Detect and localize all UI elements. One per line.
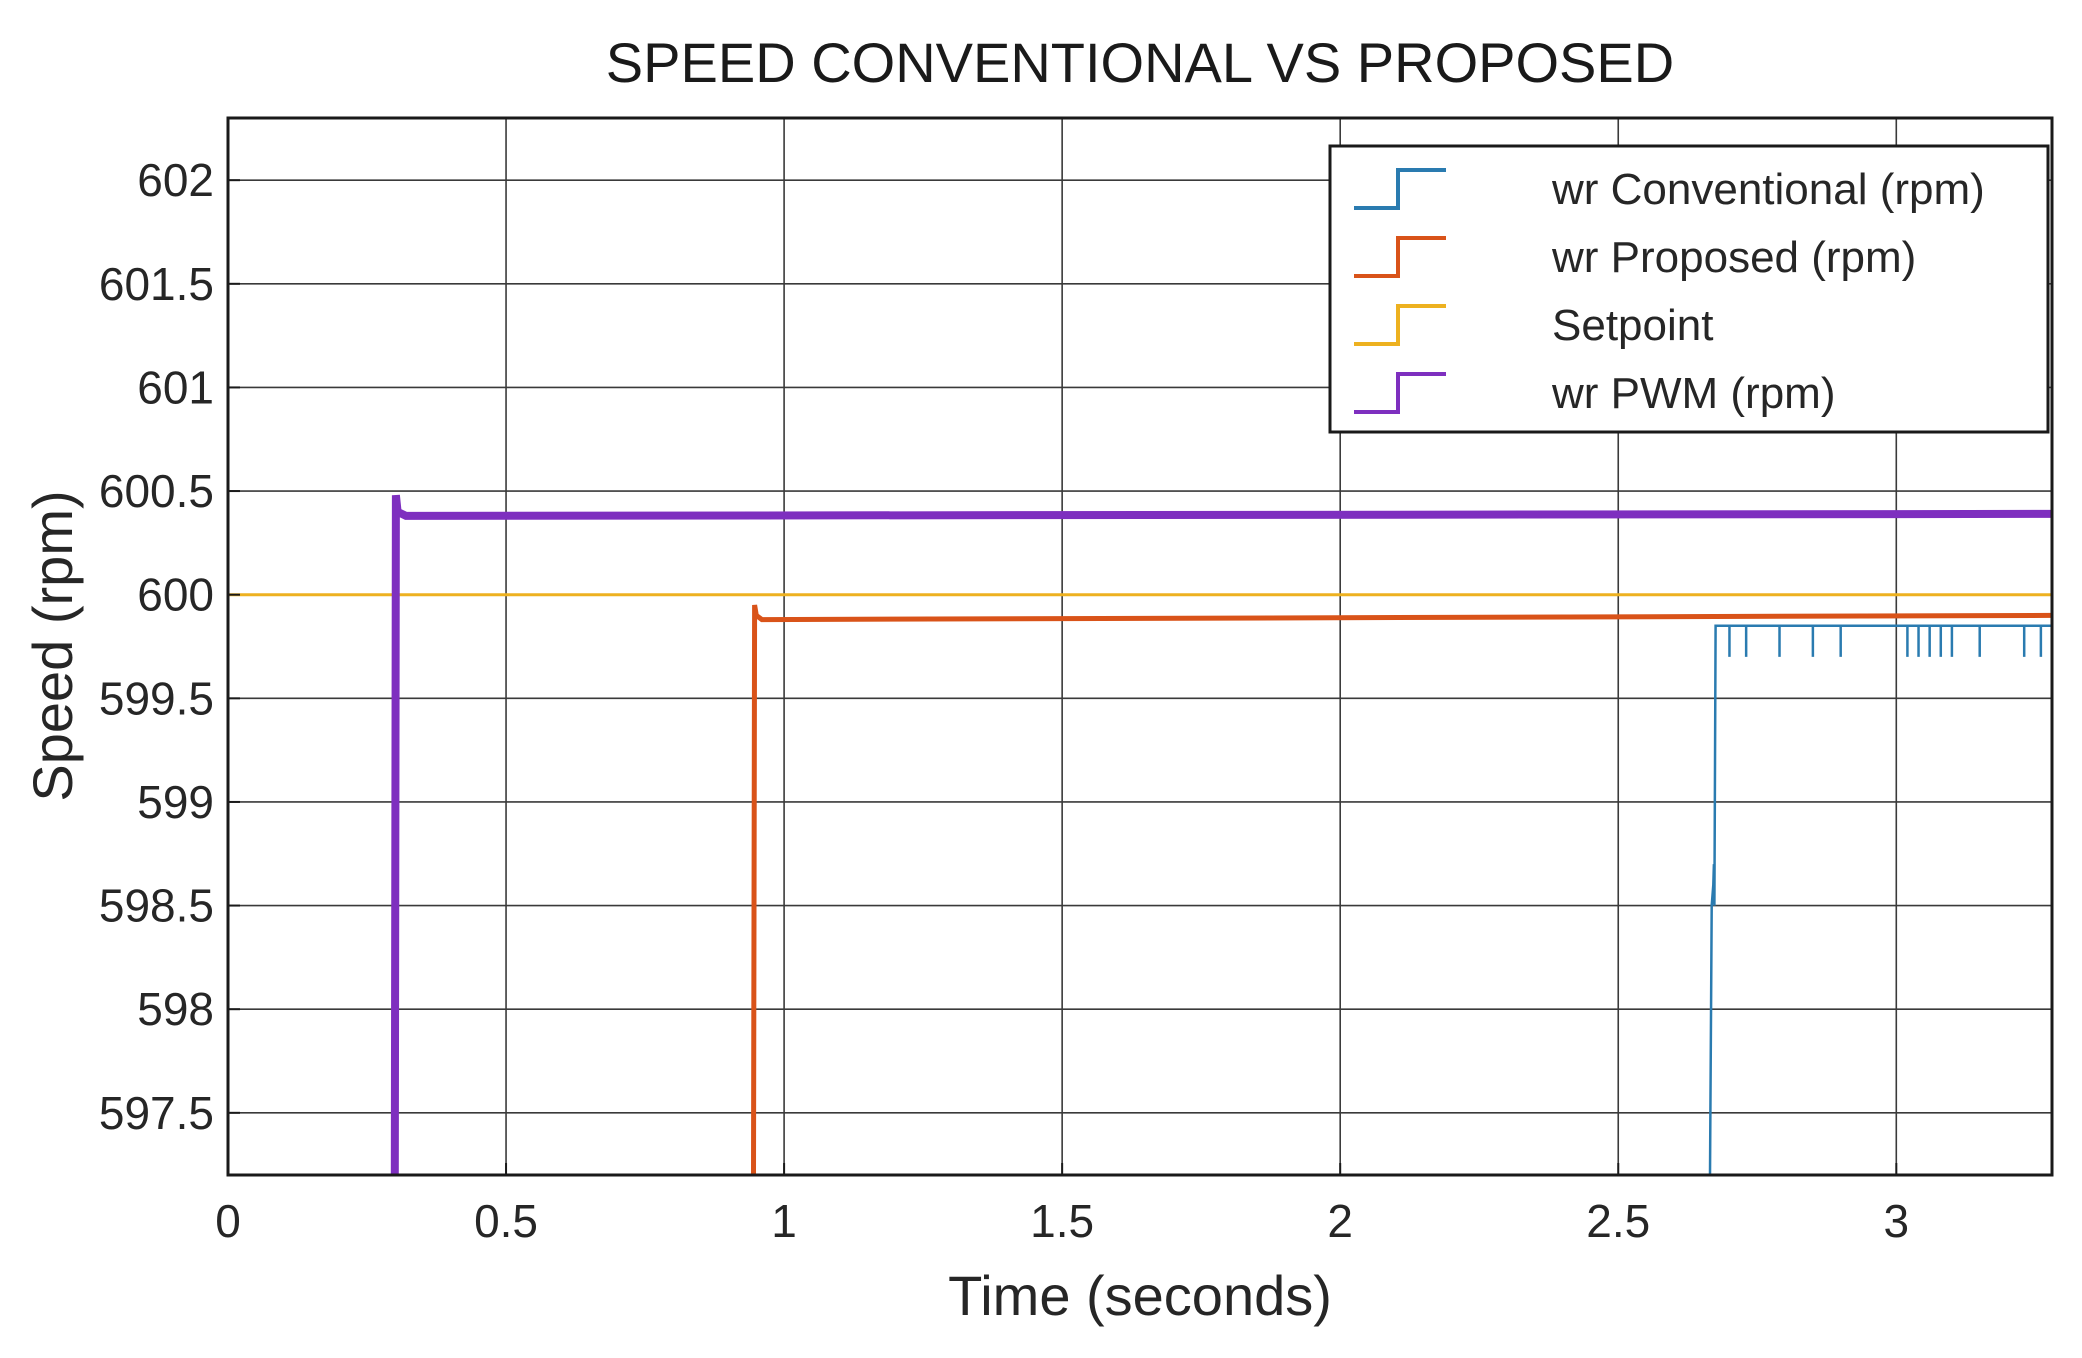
legend-box [1328, 144, 2050, 434]
y-tick-label: 602 [137, 154, 214, 206]
legend-label-3: wr PWM (rpm) [1551, 369, 1836, 418]
legend-swatch-1 [1354, 236, 1446, 278]
legend-swatch-2 [1354, 304, 1446, 346]
x-tick-label: 1.5 [1030, 1195, 1094, 1247]
legend-label-1: wr Proposed (rpm) [1551, 233, 1916, 282]
y-tick-label: 600.5 [99, 465, 214, 517]
y-axis-title: Speed (rpm) [21, 490, 84, 801]
y-tick-label: 599.5 [99, 672, 214, 724]
tick-labels: 0 0.5 1 1.5 2 2.5 3 597.5 598 598.5 599 599.5 600 600… [99, 154, 1909, 1247]
x-axis-title: Time (seconds) [948, 1264, 1332, 1327]
x-tick-label: 3 [1883, 1195, 1909, 1247]
y-tick-label: 600 [137, 569, 214, 621]
y-tick-label: 601.5 [99, 258, 214, 310]
series-line-1 [751, 604, 2052, 1175]
x-tick-label: 0.5 [474, 1195, 538, 1247]
x-tick-label: 2.5 [1586, 1195, 1650, 1247]
x-tick-label: 0 [215, 1195, 241, 1247]
legend-swatch-0 [1354, 168, 1446, 210]
plot-frame [226, 116, 2054, 1177]
x-tick-label: 2 [1327, 1195, 1353, 1247]
y-tick-label: 599 [137, 776, 214, 828]
y-tick-label: 598.5 [99, 880, 214, 932]
series-line-0 [1708, 624, 2052, 1175]
chart-title: SPEED CONVENTIONAL VS PROPOSED [606, 31, 1674, 94]
legend-label-0: wr Conventional (rpm) [1551, 165, 1985, 214]
x-tick-label: 1 [771, 1195, 797, 1247]
legend-swatch-3 [1354, 372, 1446, 414]
legend: wr Conventional (rpm) wr Proposed (rpm) Se… [1328, 144, 2050, 434]
series-line-3 [390, 494, 2052, 1175]
y-tick-label: 597.5 [99, 1087, 214, 1139]
y-tick-label: 598 [137, 983, 214, 1035]
y-tick-label: 601 [137, 361, 214, 413]
series-layer [228, 494, 2052, 1175]
grid [227, 118, 2052, 1175]
legend-label-2: Setpoint [1552, 301, 1713, 350]
